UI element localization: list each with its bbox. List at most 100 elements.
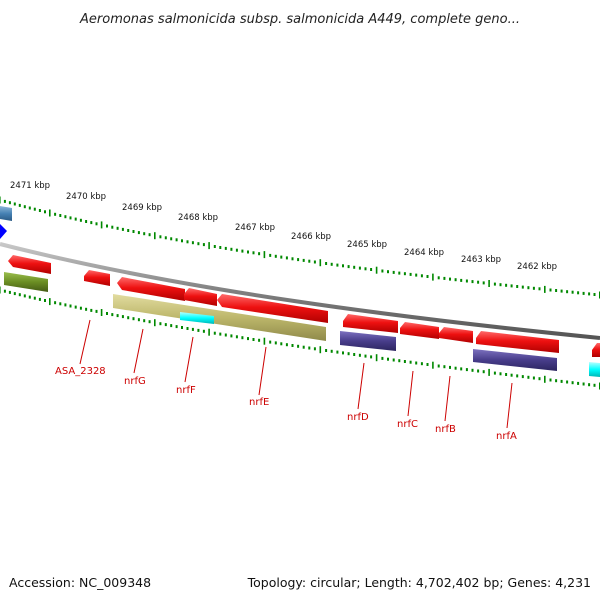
minor-tick — [325, 349, 328, 352]
gene-label-nrfd[interactable]: nrfD — [347, 412, 369, 423]
minor-tick — [532, 286, 535, 290]
minor-tick — [219, 332, 222, 336]
minor-tick — [127, 316, 130, 320]
minor-tick — [191, 327, 194, 331]
minor-tick — [566, 380, 569, 384]
kbp-label: 2466 kbp — [291, 232, 331, 242]
minor-tick — [69, 216, 72, 220]
minor-tick — [297, 258, 300, 262]
kbp-label: 2464 kbp — [404, 248, 444, 258]
kbp-labels: 2471 kbp 2470 kbp 2469 kbp 2468 kbp 2467… — [10, 181, 557, 272]
slate-blue-feature[interactable] — [340, 331, 396, 351]
gene-arrow[interactable] — [343, 314, 398, 333]
minor-tick — [175, 238, 178, 242]
major-tick — [432, 361, 434, 369]
genome-backbone — [0, 242, 600, 340]
minor-tick — [588, 292, 591, 296]
minor-tick — [330, 349, 333, 353]
major-tick — [100, 221, 103, 229]
gene-label-asa-2328[interactable]: ASA_2328 — [55, 366, 106, 377]
minor-tick — [95, 222, 98, 226]
minor-tick — [477, 369, 480, 373]
gene-arrow[interactable] — [184, 288, 217, 306]
minor-tick — [18, 203, 21, 207]
slate-blue-feature[interactable] — [473, 349, 557, 371]
gene-arrow[interactable] — [400, 322, 439, 339]
minor-tick — [358, 266, 361, 270]
minor-tick — [527, 375, 530, 379]
gene-arrow[interactable] — [217, 294, 328, 323]
gene-label-nrfg[interactable]: nrfG — [124, 376, 146, 387]
minor-tick — [532, 376, 535, 380]
minor-tick — [23, 294, 26, 298]
minor-tick — [499, 372, 502, 376]
kbp-label: 2467 kbp — [235, 223, 275, 233]
major-tick — [319, 346, 322, 354]
cyan-feature[interactable] — [180, 312, 214, 324]
minor-tick — [555, 379, 558, 383]
major-tick — [100, 309, 103, 316]
cyan-feature[interactable] — [589, 362, 600, 377]
minor-tick — [353, 353, 356, 356]
major-tick — [49, 298, 51, 306]
minor-tick — [577, 291, 580, 295]
leader-line — [407, 370, 414, 417]
minor-tick — [549, 288, 552, 292]
gene-label-nrfe[interactable]: nrfE — [249, 397, 269, 408]
minor-tick — [538, 287, 541, 291]
gene-label-nrfb[interactable]: nrfB — [435, 424, 456, 435]
minor-tick — [111, 313, 114, 317]
gene-label-nrff[interactable]: nrfF — [176, 385, 196, 396]
minor-tick — [285, 343, 288, 347]
gene-arrow[interactable] — [476, 331, 559, 353]
major-tick — [0, 286, 1, 294]
accession-text: Accession: NC_009348 — [9, 575, 151, 590]
minor-tick — [170, 324, 173, 328]
minor-tick — [387, 357, 389, 361]
khaki-feature[interactable] — [113, 294, 326, 341]
leader-line — [506, 382, 513, 429]
minor-tick — [44, 299, 46, 302]
gene-arrow[interactable] — [439, 327, 473, 343]
gene-arrow[interactable] — [592, 343, 600, 357]
gene-label-nrfc[interactable]: nrfC — [397, 419, 418, 430]
minor-tick — [449, 365, 451, 369]
minor-tick — [582, 291, 585, 295]
major-tick — [49, 209, 51, 217]
gene-arrow[interactable] — [8, 255, 51, 274]
leader-line — [133, 328, 144, 374]
leader-line — [258, 346, 267, 396]
minor-tick — [38, 209, 41, 212]
minor-tick — [111, 225, 114, 229]
major-tick — [263, 337, 266, 345]
minor-tick — [258, 338, 261, 342]
minor-tick — [164, 323, 167, 327]
steel-blue-feature[interactable] — [0, 206, 12, 221]
minor-tick — [443, 365, 446, 369]
gene-arrow[interactable] — [84, 270, 110, 286]
minor-tick — [64, 303, 67, 307]
genome-title: Aeromonas salmonicida subsp. salmonicida… — [79, 12, 520, 27]
minor-tick — [74, 305, 77, 309]
minor-tick — [213, 331, 216, 335]
major-tick — [263, 251, 266, 259]
minor-tick — [409, 360, 412, 364]
minor-tick — [285, 256, 288, 260]
minor-tick — [521, 285, 524, 289]
minor-tick — [148, 320, 151, 324]
olive-feature[interactable] — [4, 272, 48, 292]
gene-arrow[interactable] — [117, 277, 185, 301]
minor-tick — [159, 322, 162, 326]
minor-tick — [291, 257, 294, 261]
minor-tick — [403, 360, 406, 363]
gene-label-nrfa[interactable]: nrfA — [496, 431, 517, 442]
minor-tick — [482, 281, 485, 285]
minor-tick — [516, 374, 519, 378]
minor-tick — [443, 276, 446, 280]
minor-tick — [106, 312, 108, 315]
minor-tick — [197, 242, 200, 246]
minor-tick — [241, 336, 244, 340]
blue-arrow-feature[interactable] — [0, 224, 7, 239]
minor-tick — [460, 367, 463, 371]
